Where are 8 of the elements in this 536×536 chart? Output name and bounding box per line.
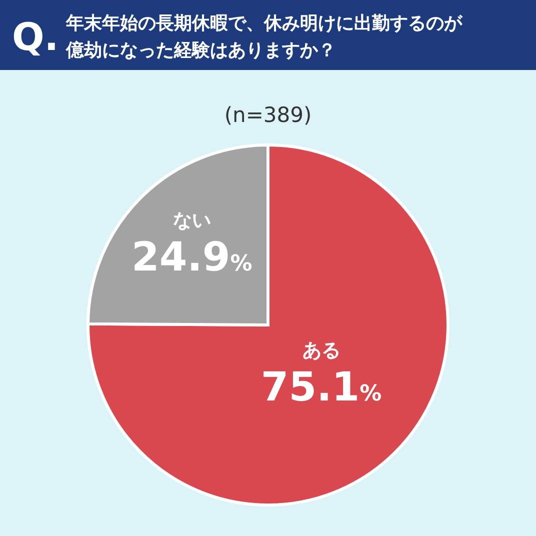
data-label: 75.1% [260,364,382,411]
pie-slice [86,144,450,506]
slice-label: ない [172,209,211,232]
chart-subtitle: (n=389) [224,103,312,127]
chart-title: 年末年始の長期休暇で、休み明けに出勤するのが億劫になった経験はありますか？ [65,13,463,61]
text: Q. [12,15,59,59]
data-label: 24.9% [132,234,252,280]
slice-label: ある [302,340,340,362]
